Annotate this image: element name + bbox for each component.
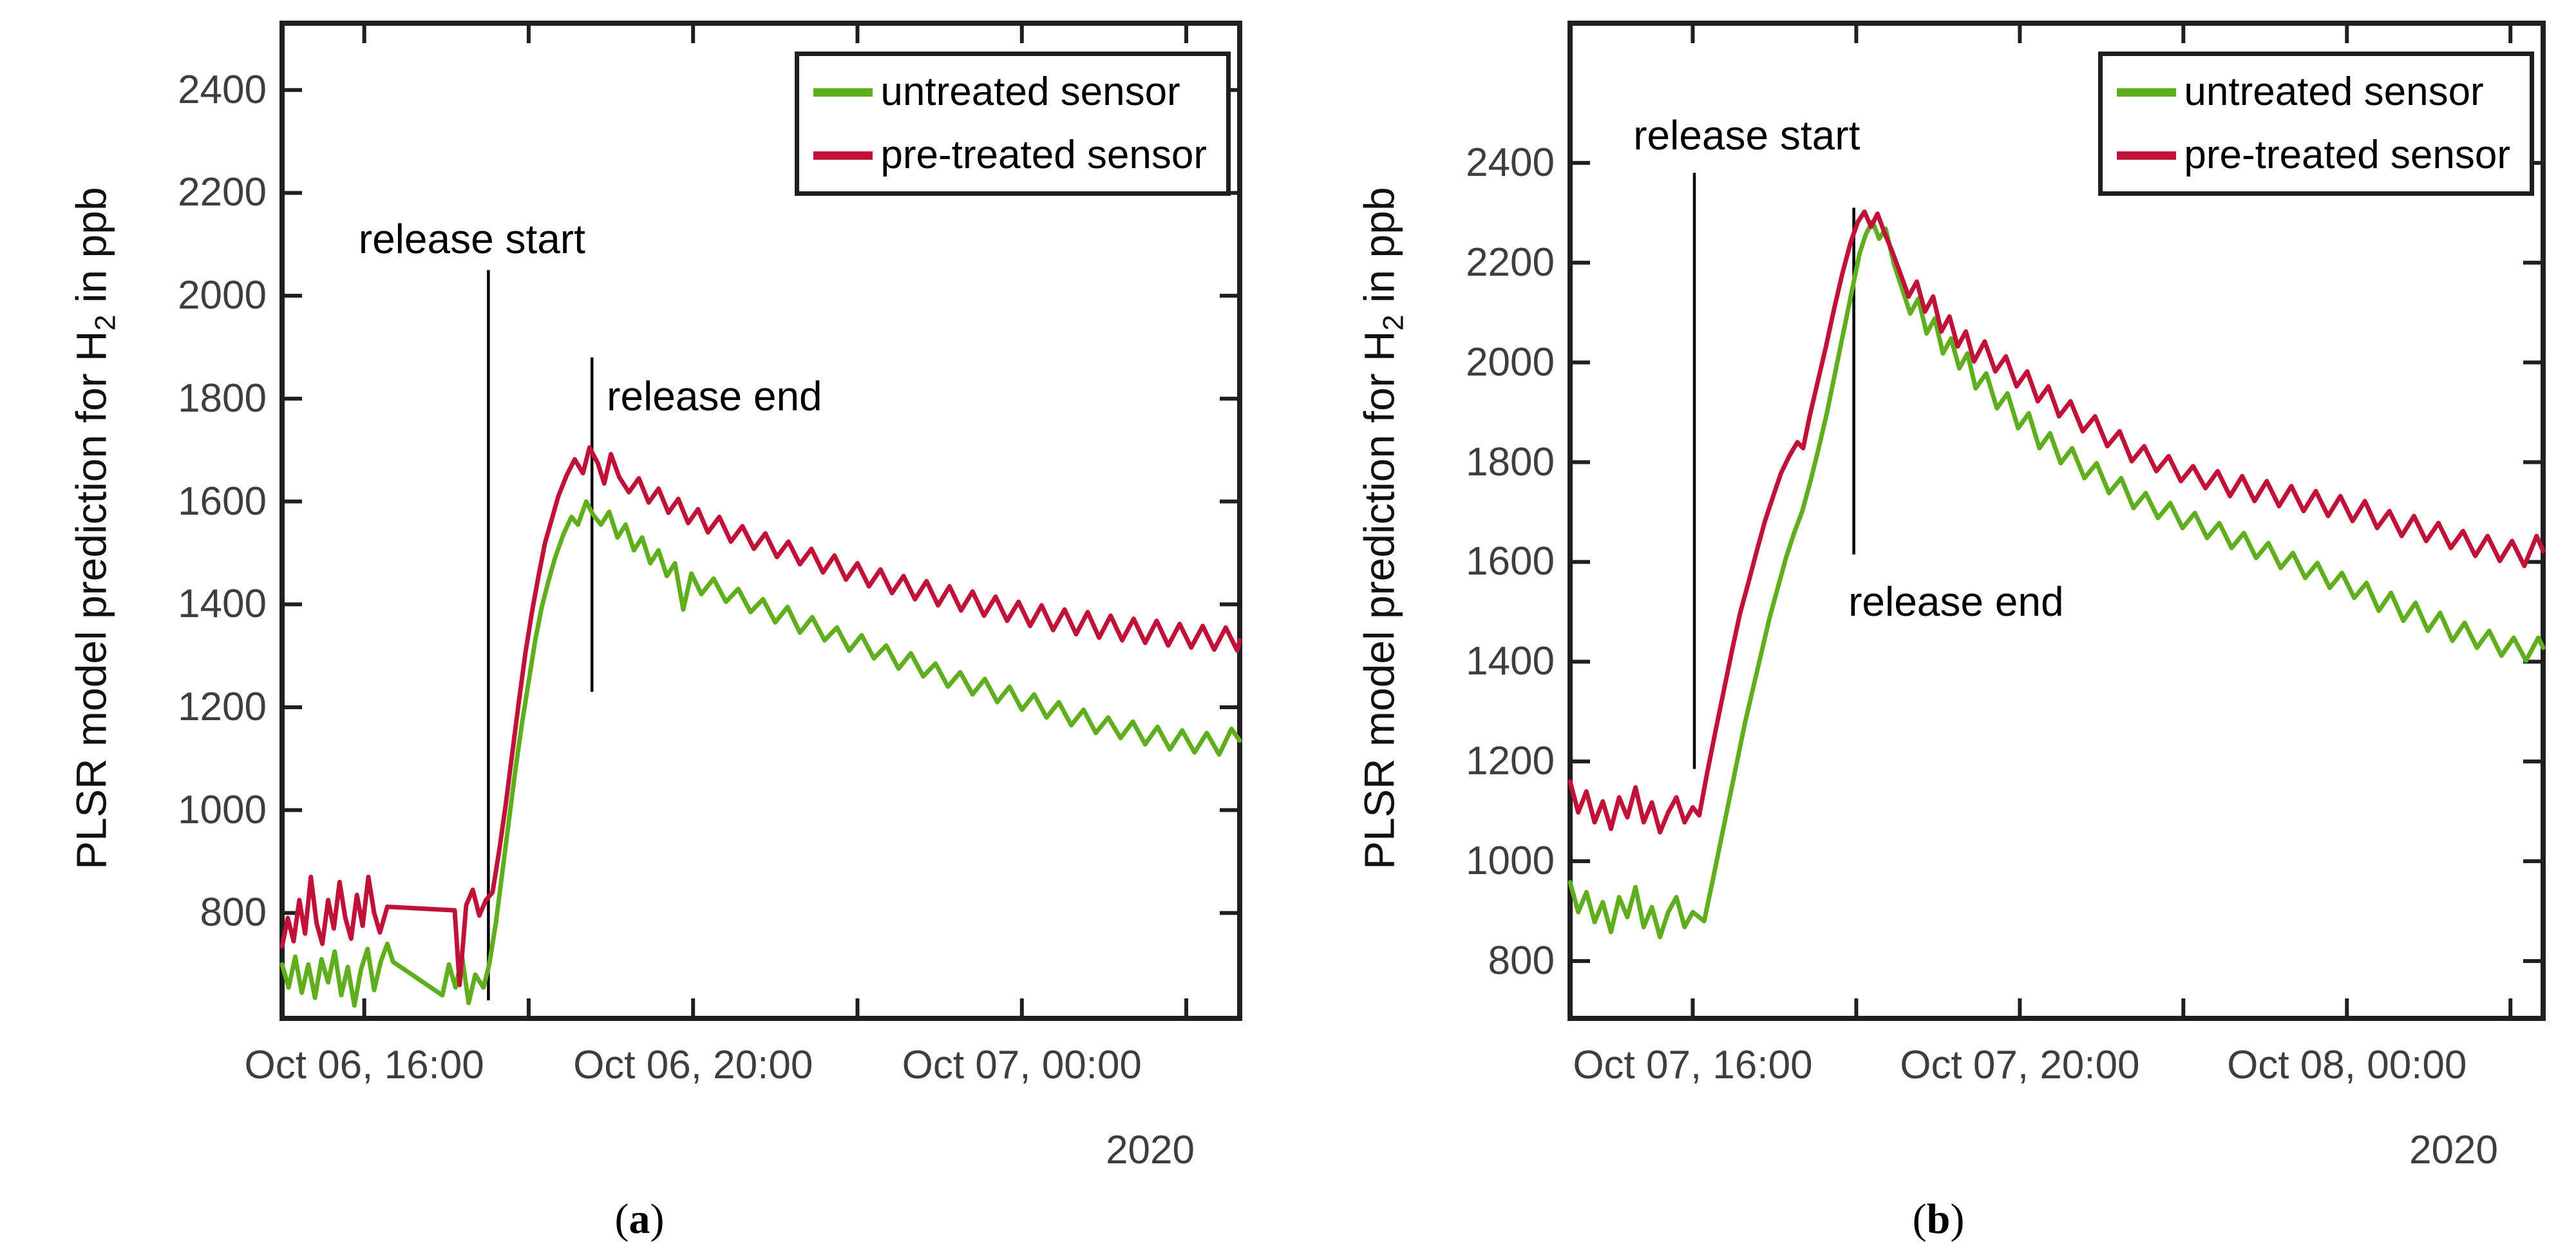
y-tick-label: 2200 [178,170,267,215]
x-tick-label: Oct 08, 00:00 [2227,1043,2467,1087]
legend-label-untreated: untreated sensor [2184,70,2484,114]
legend-item-untreated: untreated sensor [813,71,1207,113]
axes-box-a [279,21,1242,1021]
y-tick-label: 1600 [178,479,267,524]
untreated-line-swatch [2117,88,2177,97]
legend-label-pretreated: pre-treated sensor [880,133,1207,177]
y-tick-label: 2000 [1466,339,1555,385]
y-tick-label: 1400 [1466,639,1555,684]
y-tick-label: 1000 [178,787,267,832]
y-tick-label: 800 [1488,938,1555,983]
series-untreated-a [279,499,1242,1008]
y-tick-label: 2400 [178,67,267,112]
series-untreated-b [1567,219,2546,940]
x-tick-label: Oct 06, 16:00 [244,1043,484,1087]
legend-box: untreated sensor pre-treated sensor [2098,52,2534,196]
panel-caption-a: (a) [614,1196,665,1243]
y-tick-label: 2200 [1466,240,1555,285]
legend-box: untreated sensor pre-treated sensor [795,52,1231,196]
release-end-label: release end [607,372,822,419]
pretreated-line-swatch [2117,151,2177,160]
pretreated-line-swatch [813,151,873,160]
y-tick-label: 1800 [1466,439,1555,484]
y-tick-label: 2000 [178,273,267,318]
y-tick-label: 1400 [178,582,267,627]
x-tick-label: Oct 07, 16:00 [1573,1043,1813,1087]
y-axis-label: PLSR model prediction for H2 in ppb [1354,186,1410,870]
x-tick-label: Oct 07, 00:00 [902,1043,1142,1087]
untreated-line-swatch [813,88,873,97]
legend-item-pretreated: pre-treated sensor [2117,135,2510,176]
y-tick-label: 1200 [1466,739,1555,784]
release-end-label: release end [1848,578,2064,625]
legend-label-untreated: untreated sensor [880,70,1180,114]
y-tick-label: 1600 [1466,539,1555,584]
y-tick-label: 2400 [1466,140,1555,185]
legend-item-pretreated: pre-treated sensor [813,135,1207,176]
y-tick-label: 1000 [1466,839,1555,884]
series-pretreated-a [279,445,1242,987]
x-tick-label: Oct 06, 20:00 [573,1043,813,1087]
x-axis-year-label: 2020 [2409,1128,2498,1172]
series-pretreated-b [1567,209,2546,835]
panel-caption-b: (b) [1912,1196,1965,1243]
y-tick-label: 1800 [178,376,267,421]
x-axis-year-label: 2020 [1106,1128,1195,1172]
y-tick-label: 1200 [178,684,267,729]
release-start-label: release start [1633,112,1861,159]
legend-label-pretreated: pre-treated sensor [2184,133,2510,177]
y-tick-label: 800 [200,890,267,935]
legend-item-untreated: untreated sensor [2117,71,2510,113]
x-tick-label: Oct 07, 20:00 [1900,1043,2140,1087]
axes-box-b [1567,21,2546,1021]
release-start-label: release start [358,216,585,263]
